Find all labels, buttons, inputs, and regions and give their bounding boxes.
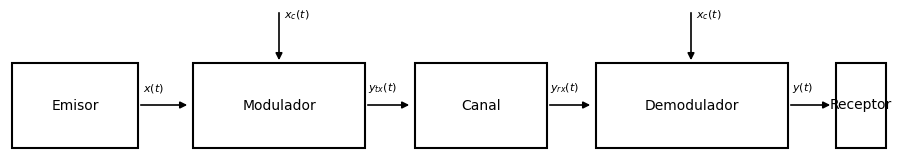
Text: $x_c(t)$: $x_c(t)$ xyxy=(696,8,722,22)
Text: Canal: Canal xyxy=(461,99,500,113)
Text: $y_{tx}(t)$: $y_{tx}(t)$ xyxy=(368,81,397,95)
Bar xyxy=(12,63,138,148)
Text: Emisor: Emisor xyxy=(51,99,99,113)
Text: $x_c(t)$: $x_c(t)$ xyxy=(284,8,310,22)
Bar xyxy=(193,63,365,148)
Bar xyxy=(415,63,547,148)
Text: Modulador: Modulador xyxy=(242,99,316,113)
Text: Demodulador: Demodulador xyxy=(644,99,739,113)
Text: $y(t)$: $y(t)$ xyxy=(792,81,813,95)
Text: Receptor: Receptor xyxy=(830,99,892,113)
Bar xyxy=(836,63,886,148)
Text: $y_{rx}(t)$: $y_{rx}(t)$ xyxy=(550,81,579,95)
Bar xyxy=(596,63,788,148)
Text: $x(t)$: $x(t)$ xyxy=(143,82,164,95)
